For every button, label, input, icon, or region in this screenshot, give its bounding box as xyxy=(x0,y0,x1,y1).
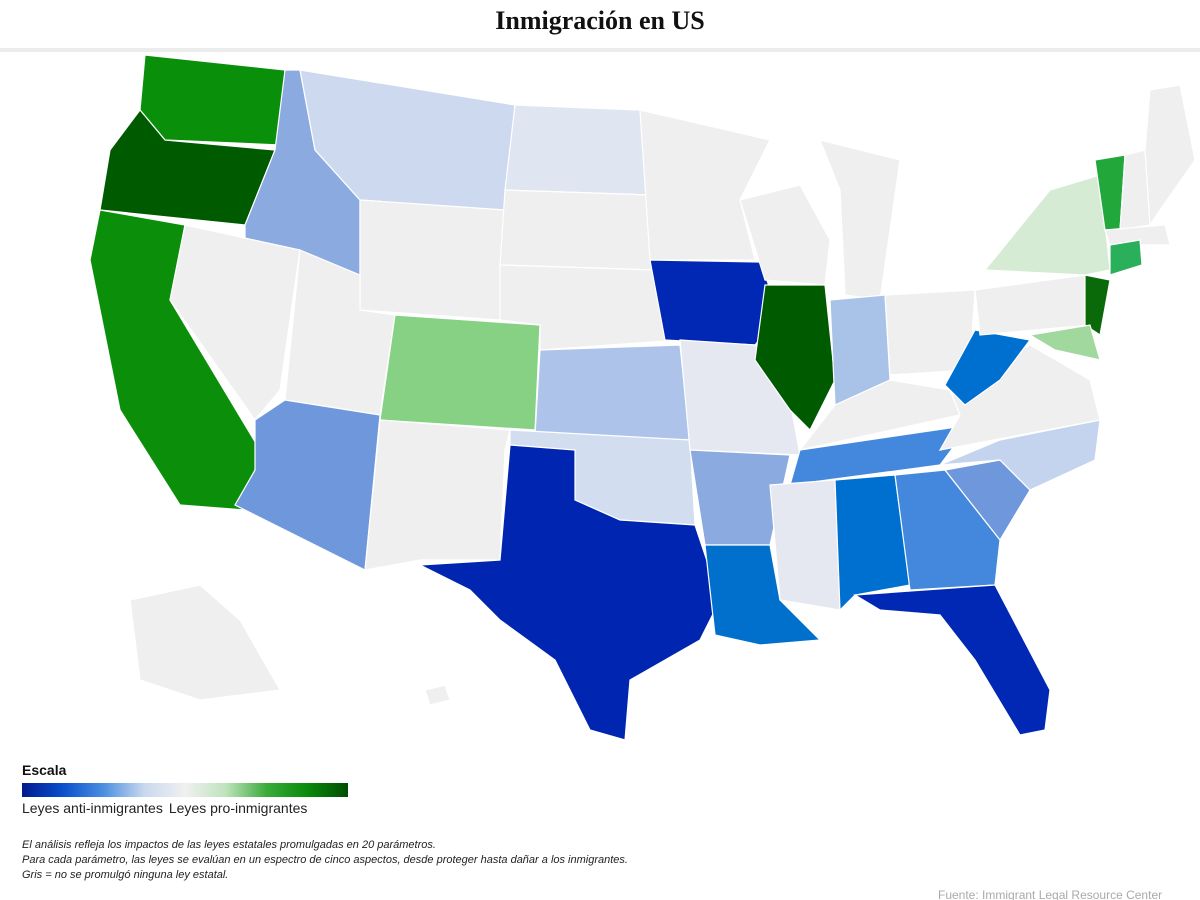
state xyxy=(944,329,1032,406)
state xyxy=(1109,239,1143,276)
state xyxy=(754,284,836,432)
state xyxy=(169,224,301,421)
header: Inmigración en US xyxy=(0,0,1200,52)
state xyxy=(234,399,381,571)
state xyxy=(417,444,721,741)
state xyxy=(853,584,1051,736)
state xyxy=(1144,84,1196,227)
state xyxy=(364,419,511,571)
legend-label: Leyes anti-inmigrantes xyxy=(22,800,163,816)
note: El análisis refleja los impactos de las … xyxy=(22,839,436,851)
legend-gradient xyxy=(22,783,348,797)
legend-title: Escala xyxy=(22,762,67,778)
state xyxy=(739,184,831,286)
map xyxy=(89,54,1196,741)
state xyxy=(534,344,691,441)
state xyxy=(424,684,451,706)
state xyxy=(139,54,286,146)
title: Inmigración en US xyxy=(495,6,705,35)
state xyxy=(379,314,541,431)
state xyxy=(129,584,281,701)
notes: El análisis refleja los impactos de las … xyxy=(22,838,628,883)
state xyxy=(769,479,841,611)
legend-labels: Leyes anti-inmigrantes Leyes pro-inmigra… xyxy=(22,800,348,816)
state xyxy=(894,469,1001,591)
state xyxy=(639,109,771,261)
source-box: Fuente: Immigrant Legal Resource Center xyxy=(938,888,1200,900)
note: Para cada parámetro, las leyes se evalúa… xyxy=(22,854,628,866)
state xyxy=(1104,224,1171,246)
source: Fuente: Immigrant Legal Resource Center xyxy=(938,888,1163,900)
state xyxy=(938,344,1101,451)
note: Gris = no se promulgó ninguna ley estata… xyxy=(22,869,229,881)
state xyxy=(983,174,1111,276)
state xyxy=(939,419,1101,491)
state xyxy=(834,474,911,612)
state xyxy=(499,189,656,271)
state xyxy=(1084,274,1111,337)
legend: Escala Leyes anti-inmigrantes Leyes pro-… xyxy=(22,762,348,816)
state xyxy=(819,139,901,301)
state xyxy=(359,199,506,321)
state xyxy=(504,104,651,196)
state xyxy=(1028,324,1101,361)
state xyxy=(704,544,822,646)
legend-label: Leyes pro-inmigrantes xyxy=(168,800,308,816)
state xyxy=(974,274,1091,336)
